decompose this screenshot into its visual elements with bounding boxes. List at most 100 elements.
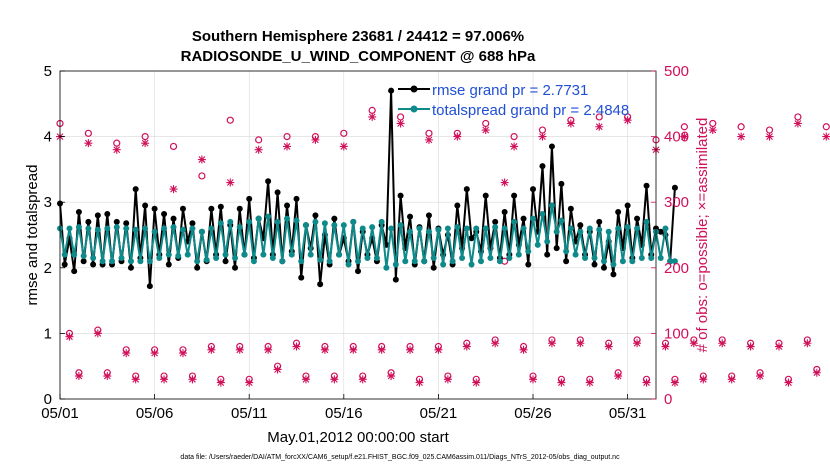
spread-point <box>75 224 82 231</box>
assimilated-obs-point <box>330 375 339 384</box>
spread-point <box>165 251 172 258</box>
y-tick-label: 1 <box>44 325 52 342</box>
possible-obs-point <box>737 123 745 131</box>
spread-point <box>383 264 390 271</box>
assimilated-obs-point <box>566 119 575 128</box>
y-tick-label: 2 <box>44 260 52 277</box>
spread-point <box>222 251 229 258</box>
spread-point <box>473 225 480 232</box>
spread-point <box>203 256 210 263</box>
assimilated-obs-point <box>311 135 320 144</box>
assimilated-obs-point <box>784 378 793 387</box>
assimilated-obs-point <box>292 342 301 351</box>
assimilated-obs-point <box>339 142 348 151</box>
spread-point <box>208 225 215 232</box>
rmse-point <box>208 205 215 212</box>
assimilated-obs-point <box>65 332 74 341</box>
assimilated-obs-point <box>103 372 112 381</box>
x-tick-label: 05/06 <box>136 405 174 422</box>
assimilated-obs-markers <box>56 112 830 387</box>
assimilated-obs-point <box>718 339 727 348</box>
spread-point <box>113 224 120 231</box>
spread-point <box>511 218 518 225</box>
rmse-point <box>113 218 120 225</box>
legend-spread-label: totalspread grand pr = 2.4848 <box>432 102 629 119</box>
spread-point <box>142 225 149 232</box>
rmse-point <box>222 258 229 265</box>
assimilated-obs-point <box>661 342 670 351</box>
rmse-point <box>548 143 555 150</box>
spread-point <box>388 225 395 232</box>
legend-rmse-marker <box>410 85 418 93</box>
rmse-point <box>127 264 134 271</box>
rmse-point <box>530 186 537 193</box>
spread-point <box>85 225 92 232</box>
rmse-point <box>525 261 532 268</box>
spread-point <box>250 258 257 265</box>
spread-point <box>530 215 537 222</box>
spread-point <box>127 258 134 265</box>
assimilated-obs-point <box>765 132 774 141</box>
assimilated-obs-point <box>443 375 452 384</box>
rmse-point <box>274 189 281 196</box>
rmse-point <box>397 192 404 199</box>
x-tick-label: 05/26 <box>514 405 552 422</box>
rmse-point <box>600 264 607 271</box>
spread-point <box>312 218 319 225</box>
y2-tick-label: 300 <box>664 194 689 211</box>
assimilated-obs-point <box>510 142 519 151</box>
spread-point <box>520 225 527 232</box>
y-tick-label: 0 <box>44 391 52 408</box>
spread-point <box>99 258 106 265</box>
spread-point <box>596 226 603 233</box>
y-axis-ticks: 0 1 2 3 4 5 <box>44 63 65 408</box>
spread-point <box>151 228 158 235</box>
assimilated-obs-point <box>396 119 405 128</box>
assimilated-obs-point <box>481 126 490 135</box>
x-tick-label: 05/11 <box>231 405 267 422</box>
rmse-point <box>463 186 470 193</box>
possible-obs-point <box>84 129 92 137</box>
spread-point <box>482 225 489 232</box>
rmse-point <box>624 202 631 209</box>
x-tick-label: 05/16 <box>325 405 363 422</box>
assimilated-obs-point <box>453 132 462 141</box>
spread-point <box>416 225 423 232</box>
spread-point <box>189 225 196 232</box>
assimilated-obs-point <box>822 132 830 141</box>
spread-point <box>293 217 300 224</box>
assimilated-obs-point <box>538 132 547 141</box>
spread-point <box>350 218 357 225</box>
rmse-point <box>104 211 111 218</box>
rmse-point <box>577 222 584 229</box>
rmse-point <box>643 182 650 189</box>
spread-point <box>246 218 253 225</box>
rmse-point <box>146 283 153 290</box>
assimilated-obs-point <box>122 349 131 358</box>
assimilated-obs-point <box>737 132 746 141</box>
rmse-point <box>615 209 622 216</box>
rmse-point <box>430 264 437 271</box>
spread-point <box>634 225 641 232</box>
assimilated-obs-point <box>595 122 604 131</box>
spread-point <box>317 256 324 263</box>
spread-point <box>236 224 243 231</box>
assimilated-obs-point <box>604 342 613 351</box>
assimilated-obs-point <box>160 375 169 384</box>
assimilated-obs-point <box>283 142 292 151</box>
y-tick-label: 5 <box>44 63 52 80</box>
rmse-point <box>151 205 158 212</box>
spread-point <box>407 228 414 235</box>
y2-axis-ticks: 0 100 200 300 400 500 <box>651 63 689 408</box>
y2-tick-label: 200 <box>664 260 689 277</box>
spread-point <box>279 258 286 265</box>
assimilated-obs-point <box>670 378 679 387</box>
spread-point <box>146 258 153 265</box>
spread-point <box>198 228 205 235</box>
assimilated-obs-point <box>320 345 329 354</box>
spread-point <box>175 252 182 259</box>
rmse-point <box>298 274 305 281</box>
rmse-point <box>553 245 560 252</box>
spread-point <box>331 222 338 229</box>
spread-point <box>265 213 272 220</box>
